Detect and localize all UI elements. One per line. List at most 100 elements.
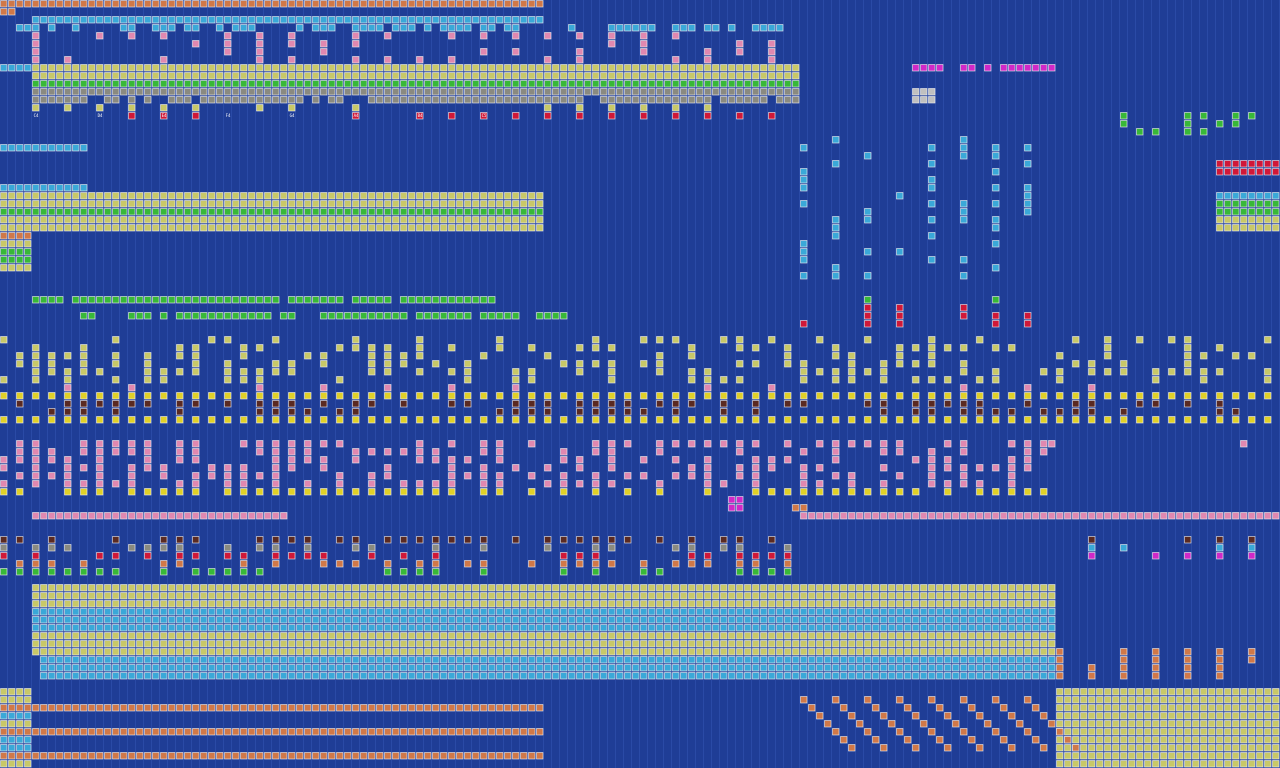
- tile: [728, 80, 736, 88]
- tile: [304, 192, 312, 200]
- tile: [640, 648, 648, 656]
- tile: [928, 344, 936, 352]
- tile: [832, 160, 840, 168]
- tile: [336, 64, 344, 72]
- tile: [976, 600, 984, 608]
- tile: [216, 312, 224, 320]
- tile: [408, 704, 416, 712]
- tile: [792, 640, 800, 648]
- tile: [216, 208, 224, 216]
- tile: [728, 584, 736, 592]
- tile: [904, 664, 912, 672]
- tile: [784, 552, 792, 560]
- tile: [376, 616, 384, 624]
- tile: [1216, 536, 1224, 544]
- tile: [416, 96, 424, 104]
- tile: [1016, 640, 1024, 648]
- tile: [168, 624, 176, 632]
- tile: [128, 448, 136, 456]
- tile: [448, 456, 456, 464]
- tile: [336, 472, 344, 480]
- tile-label: D4: [98, 113, 103, 118]
- tile: [48, 200, 56, 208]
- tile: [1240, 200, 1248, 208]
- tile: [1272, 760, 1280, 768]
- tile: [992, 632, 1000, 640]
- tile: [896, 416, 904, 424]
- tile: [864, 512, 872, 520]
- tile: [928, 216, 936, 224]
- tile: [1088, 752, 1096, 760]
- tile: [440, 632, 448, 640]
- tile: [520, 608, 528, 616]
- tile: [360, 312, 368, 320]
- tile: [832, 440, 840, 448]
- tile: [848, 744, 856, 752]
- tile: [1072, 696, 1080, 704]
- tile: [1232, 752, 1240, 760]
- tile: [128, 608, 136, 616]
- tile: [328, 192, 336, 200]
- tile: [1136, 728, 1144, 736]
- tile: [240, 640, 248, 648]
- tile: [1016, 600, 1024, 608]
- tile: [136, 64, 144, 72]
- tile: [56, 296, 64, 304]
- tile: [904, 624, 912, 632]
- tile: [664, 88, 672, 96]
- tile: [880, 648, 888, 656]
- tile: [928, 464, 936, 472]
- tile: [1096, 696, 1104, 704]
- tile: [616, 64, 624, 72]
- tile: [72, 672, 80, 680]
- tile: [80, 664, 88, 672]
- tile: [1032, 64, 1040, 72]
- tile: [104, 648, 112, 656]
- tile: [912, 64, 920, 72]
- tile: [832, 696, 840, 704]
- tile: [304, 648, 312, 656]
- tile: [432, 360, 440, 368]
- tile: [0, 336, 8, 344]
- tile: [208, 656, 216, 664]
- tile: [912, 624, 920, 632]
- tile: [936, 656, 944, 664]
- tile: [48, 448, 56, 456]
- tile: [984, 616, 992, 624]
- tile: [272, 296, 280, 304]
- tile: [232, 664, 240, 672]
- tile: [160, 592, 168, 600]
- tile: [248, 200, 256, 208]
- tile: [240, 656, 248, 664]
- tile: [432, 216, 440, 224]
- tile: [288, 608, 296, 616]
- tile: [664, 656, 672, 664]
- tile: [384, 392, 392, 400]
- tile: [192, 568, 200, 576]
- tile: [208, 392, 216, 400]
- tile: [144, 440, 152, 448]
- tile: [0, 208, 8, 216]
- tile: [304, 488, 312, 496]
- tile: [360, 672, 368, 680]
- tile: [288, 208, 296, 216]
- tile: [0, 0, 8, 8]
- tile: [160, 648, 168, 656]
- tile: [928, 400, 936, 408]
- tile: [688, 400, 696, 408]
- tile: [544, 96, 552, 104]
- tile: [200, 704, 208, 712]
- tile: [448, 24, 456, 32]
- tile: [1032, 600, 1040, 608]
- tile: [264, 64, 272, 72]
- tile: [32, 96, 40, 104]
- tile: [712, 624, 720, 632]
- tile: [536, 600, 544, 608]
- tile: [48, 0, 56, 8]
- tile: [928, 584, 936, 592]
- tile: [88, 728, 96, 736]
- tile: [416, 336, 424, 344]
- tile: [472, 608, 480, 616]
- tile: [104, 512, 112, 520]
- tile: [280, 312, 288, 320]
